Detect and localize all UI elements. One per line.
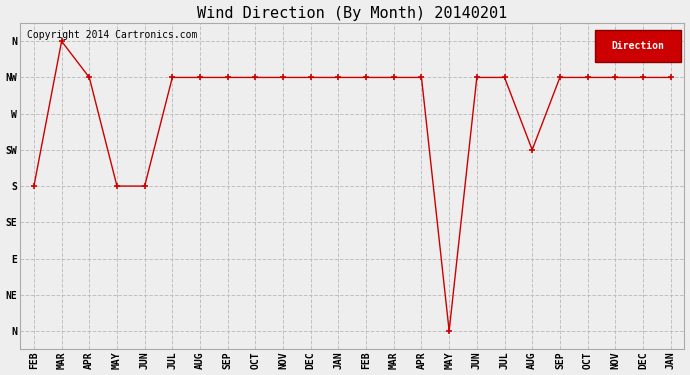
FancyBboxPatch shape <box>595 30 681 62</box>
Text: Copyright 2014 Cartronics.com: Copyright 2014 Cartronics.com <box>27 30 197 40</box>
Text: Direction: Direction <box>611 41 664 51</box>
Title: Wind Direction (By Month) 20140201: Wind Direction (By Month) 20140201 <box>197 6 507 21</box>
